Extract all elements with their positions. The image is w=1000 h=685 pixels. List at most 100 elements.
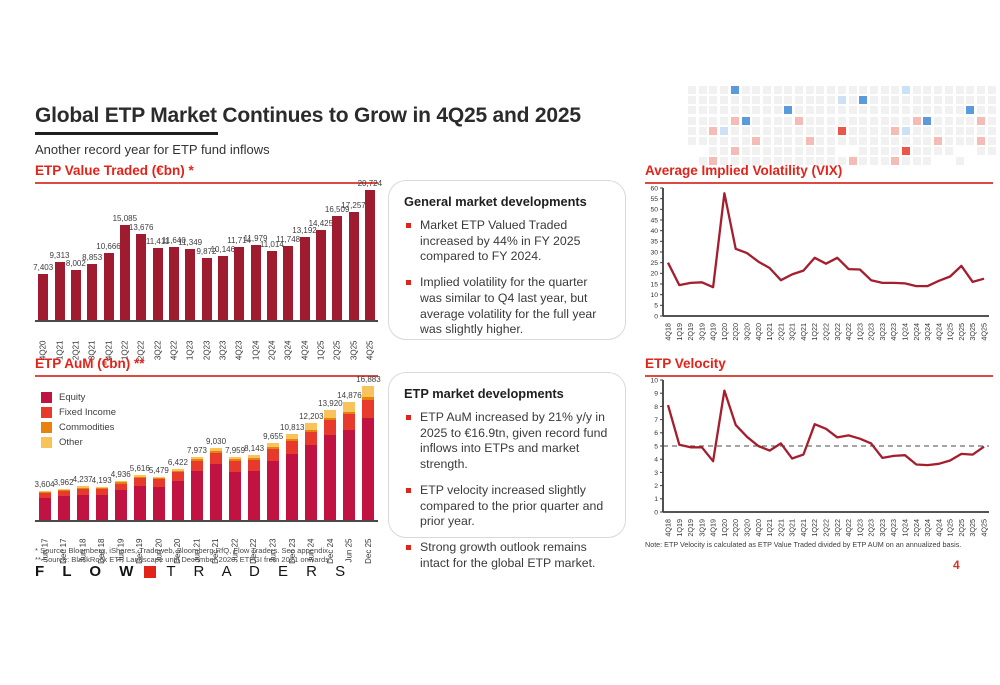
x-tick-text: Dec 25 — [363, 538, 373, 564]
x-tick-label: 2Q25 — [329, 326, 345, 361]
pixel-cell — [859, 116, 868, 125]
bar-value-label: 17,257 — [341, 200, 366, 210]
bar-value-label: 11,714 — [227, 235, 252, 245]
x-tick-label: 4Q21 — [100, 326, 116, 361]
page-subtitle: Another record year for ETP fund inflows — [35, 142, 270, 157]
segment-other — [210, 448, 223, 452]
x-tick-label: 2Q22 — [822, 519, 831, 537]
pixel-cell — [912, 106, 921, 115]
pixel-cell — [741, 157, 750, 166]
x-tick-label: 3Q23 — [878, 519, 887, 537]
pixel-cell — [934, 106, 943, 115]
pixel-cell — [923, 137, 932, 145]
bar-value-label: 9,313 — [49, 250, 70, 260]
segment-commodities — [210, 451, 223, 453]
legend-item-commodities: Commodities — [41, 422, 116, 433]
segment-other — [114, 480, 127, 483]
x-tick-label: 4Q24 — [934, 519, 943, 537]
x-tick-label: 3Q23 — [215, 326, 231, 361]
pixel-cell — [966, 86, 975, 94]
stacked-bar-Jun 19 — [114, 480, 127, 520]
x-tick-label: 2Q22 — [133, 326, 149, 361]
pixel-cell — [859, 157, 868, 166]
decorative-pixel-grid — [688, 86, 1000, 168]
stacked-bar-Jun 22 — [229, 456, 242, 520]
pixel-cell — [891, 157, 900, 166]
pixel-cell — [741, 116, 750, 125]
x-tick-label: 4Q25 — [362, 326, 378, 361]
pixel-cell — [859, 147, 868, 156]
y-tick-label: 0 — [654, 509, 658, 516]
pixel-cell — [698, 157, 707, 166]
pixel-cell — [698, 96, 707, 105]
pixel-cell — [912, 86, 921, 94]
x-tick-label: Jun 17 — [35, 524, 54, 563]
y-tick-label: 20 — [650, 271, 658, 278]
pixel-cell — [795, 147, 803, 156]
general-developments-box: General market developments Market ETP V… — [388, 180, 626, 340]
segment-equity — [210, 464, 223, 520]
pixel-cell — [688, 86, 696, 94]
page-number: 4 — [953, 558, 960, 572]
x-tick-label: 1Q20 — [720, 323, 729, 341]
bullet-text: Market ETP Valued Traded increased by 44… — [420, 218, 581, 264]
segment-equity — [133, 485, 146, 520]
stacked-bar-Jun 21 — [190, 456, 203, 520]
pixel-cell — [720, 86, 729, 94]
bullet-icon — [406, 487, 411, 493]
pixel-cell — [773, 116, 782, 125]
x-tick-label: 2Q20 — [731, 323, 740, 341]
x-tick-label: 3Q21 — [788, 519, 797, 537]
pixel-cell — [934, 126, 943, 135]
bar-1Q22 — [119, 225, 130, 320]
pixel-cell — [987, 86, 996, 94]
pixel-cell — [912, 96, 921, 105]
pixel-cell — [730, 86, 739, 94]
pixel-cell — [912, 137, 921, 145]
pixel-cell — [762, 147, 771, 156]
pixel-cell — [848, 106, 857, 115]
box-title: General market developments — [404, 194, 587, 209]
pixel-cell — [730, 157, 739, 166]
x-tick-label: 1Q23 — [182, 326, 198, 361]
pixel-cell — [966, 126, 975, 135]
x-tick-label: Jun 25 — [340, 524, 359, 563]
pixel-cell — [805, 96, 814, 105]
pixel-cell — [880, 86, 889, 94]
pixel-cell — [752, 116, 761, 125]
legend-label: Other — [59, 437, 83, 448]
flow-traders-logo: F L O W T R A D E R S — [35, 563, 352, 580]
pixel-cell — [762, 116, 771, 125]
pixel-cell — [816, 157, 825, 166]
pixel-cell — [752, 126, 761, 135]
pixel-cell — [859, 96, 868, 105]
pixel-cell — [784, 137, 793, 145]
bar-value-label: 11,411 — [145, 237, 170, 247]
segment-fixed-income — [57, 490, 70, 497]
pixel-cell — [848, 86, 857, 94]
pixel-cell — [805, 86, 814, 94]
logo-square-icon — [144, 565, 157, 578]
pixel-cell — [752, 157, 761, 166]
pixel-cell — [752, 137, 761, 145]
bar-value-label: 7,959 — [225, 445, 246, 455]
pixel-cell — [773, 157, 782, 166]
bullet-text: Implied volatility for the quarter was s… — [420, 275, 597, 337]
x-tick-label: 4Q23 — [889, 519, 898, 537]
x-tick-label: 3Q21 — [788, 323, 797, 341]
bar-1Q24 — [250, 244, 261, 320]
equity-swatch-icon — [41, 392, 52, 403]
pixel-cell — [880, 116, 889, 125]
x-tick-label: 4Q22 — [166, 326, 182, 361]
x-tick-label: 4Q24 — [296, 326, 312, 361]
bar-value-label: 11,349 — [178, 237, 203, 247]
pixel-cell — [923, 96, 932, 105]
page-title: Global ETP Market Continues to Grow in 4… — [35, 104, 581, 127]
segment-commodities — [248, 457, 261, 460]
pixel-cell — [773, 86, 782, 94]
segment-commodities — [286, 439, 299, 442]
bar-value-label: 16,509 — [324, 205, 350, 215]
pixel-cell — [805, 147, 814, 156]
x-tick-label: Dec 20 — [168, 524, 187, 564]
pixel-cell — [859, 126, 868, 135]
